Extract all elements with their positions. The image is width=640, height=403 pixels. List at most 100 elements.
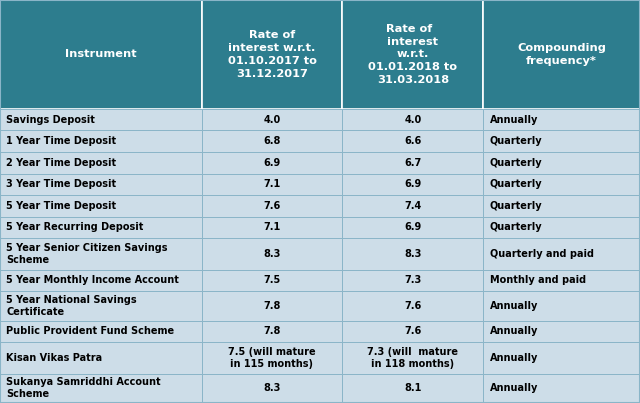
Bar: [0, 217, 202, 238]
Bar: [202, 342, 342, 374]
Text: 6.9: 6.9: [404, 179, 421, 189]
Text: 7.1: 7.1: [264, 179, 280, 189]
Bar: [342, 152, 483, 174]
Text: 3 Year Time Deposit: 3 Year Time Deposit: [6, 179, 116, 189]
Text: 5 Year Senior Citizen Savings
Scheme: 5 Year Senior Citizen Savings Scheme: [6, 243, 168, 265]
Text: 7.8: 7.8: [263, 326, 281, 337]
Text: 7.3: 7.3: [404, 275, 421, 285]
Text: Monthly and paid: Monthly and paid: [490, 275, 586, 285]
Bar: [342, 0, 483, 109]
Bar: [0, 342, 202, 374]
Text: 7.6: 7.6: [404, 326, 421, 337]
Text: Quarterly: Quarterly: [490, 201, 542, 211]
Text: Instrument: Instrument: [65, 50, 136, 59]
Text: 8.3: 8.3: [404, 249, 422, 259]
Text: 5 Year Time Deposit: 5 Year Time Deposit: [6, 201, 116, 211]
Text: Quarterly and paid: Quarterly and paid: [490, 249, 594, 259]
Text: 8.1: 8.1: [404, 383, 422, 393]
Text: 5 Year National Savings
Certificate: 5 Year National Savings Certificate: [6, 295, 137, 317]
Text: 7.4: 7.4: [404, 201, 421, 211]
Text: Compounding
frequency*: Compounding frequency*: [517, 43, 606, 66]
Text: 5 Year Monthly Income Account: 5 Year Monthly Income Account: [6, 275, 179, 285]
Bar: [483, 291, 640, 321]
Text: Quarterly: Quarterly: [490, 136, 542, 146]
Text: Annually: Annually: [490, 326, 538, 337]
Bar: [0, 195, 202, 217]
Bar: [0, 291, 202, 321]
Text: 8.3: 8.3: [263, 383, 281, 393]
Bar: [202, 174, 342, 195]
Bar: [483, 217, 640, 238]
Bar: [342, 109, 483, 131]
Bar: [0, 152, 202, 174]
Text: 5 Year Recurring Deposit: 5 Year Recurring Deposit: [6, 222, 144, 233]
Bar: [483, 374, 640, 403]
Text: 2 Year Time Deposit: 2 Year Time Deposit: [6, 158, 116, 168]
Text: 4.0: 4.0: [404, 114, 421, 125]
Text: 6.9: 6.9: [264, 158, 280, 168]
Bar: [483, 152, 640, 174]
Bar: [202, 195, 342, 217]
Bar: [0, 0, 202, 109]
Text: 7.6: 7.6: [404, 301, 421, 311]
Text: Public Provident Fund Scheme: Public Provident Fund Scheme: [6, 326, 175, 337]
Bar: [342, 291, 483, 321]
Bar: [0, 321, 202, 342]
Bar: [202, 152, 342, 174]
Text: Annually: Annually: [490, 114, 538, 125]
Text: Annually: Annually: [490, 301, 538, 311]
Bar: [483, 270, 640, 291]
Bar: [342, 195, 483, 217]
Bar: [483, 0, 640, 109]
Text: Kisan Vikas Patra: Kisan Vikas Patra: [6, 353, 102, 363]
Text: 7.6: 7.6: [264, 201, 280, 211]
Bar: [483, 131, 640, 152]
Text: Savings Deposit: Savings Deposit: [6, 114, 95, 125]
Text: 8.3: 8.3: [263, 249, 281, 259]
Bar: [0, 109, 202, 131]
Bar: [202, 238, 342, 270]
Text: Sukanya Samriddhi Account
Scheme: Sukanya Samriddhi Account Scheme: [6, 377, 161, 399]
Bar: [483, 195, 640, 217]
Bar: [0, 270, 202, 291]
Bar: [342, 238, 483, 270]
Text: 1 Year Time Deposit: 1 Year Time Deposit: [6, 136, 116, 146]
Bar: [202, 291, 342, 321]
Text: Rate of  
interest
w.r.t.
01.01.2018 to
31.03.2018: Rate of interest w.r.t. 01.01.2018 to 31…: [368, 24, 458, 85]
Bar: [342, 374, 483, 403]
Text: 6.8: 6.8: [263, 136, 281, 146]
Bar: [483, 109, 640, 131]
Text: Rate of
interest w.r.t.
01.10.2017 to
31.12.2017: Rate of interest w.r.t. 01.10.2017 to 31…: [228, 30, 316, 79]
Text: 7.1: 7.1: [264, 222, 280, 233]
Bar: [342, 131, 483, 152]
Text: Quarterly: Quarterly: [490, 179, 542, 189]
Text: 7.3 (will  mature
in 118 months): 7.3 (will mature in 118 months): [367, 347, 458, 369]
Text: 7.5 (will mature
in 115 months): 7.5 (will mature in 115 months): [228, 347, 316, 369]
Bar: [342, 342, 483, 374]
Bar: [0, 174, 202, 195]
Text: Annually: Annually: [490, 353, 538, 363]
Bar: [202, 109, 342, 131]
Bar: [0, 131, 202, 152]
Bar: [342, 270, 483, 291]
Bar: [483, 342, 640, 374]
Text: 6.6: 6.6: [404, 136, 421, 146]
Bar: [202, 0, 342, 109]
Text: 4.0: 4.0: [264, 114, 280, 125]
Text: 6.9: 6.9: [404, 222, 421, 233]
Bar: [202, 270, 342, 291]
Text: 7.8: 7.8: [263, 301, 281, 311]
Bar: [342, 217, 483, 238]
Bar: [0, 238, 202, 270]
Bar: [342, 174, 483, 195]
Text: Annually: Annually: [490, 383, 538, 393]
Text: Quarterly: Quarterly: [490, 222, 542, 233]
Text: 7.5: 7.5: [264, 275, 280, 285]
Text: 6.7: 6.7: [404, 158, 421, 168]
Text: Quarterly: Quarterly: [490, 158, 542, 168]
Bar: [483, 174, 640, 195]
Bar: [0, 374, 202, 403]
Bar: [202, 131, 342, 152]
Bar: [342, 321, 483, 342]
Bar: [202, 217, 342, 238]
